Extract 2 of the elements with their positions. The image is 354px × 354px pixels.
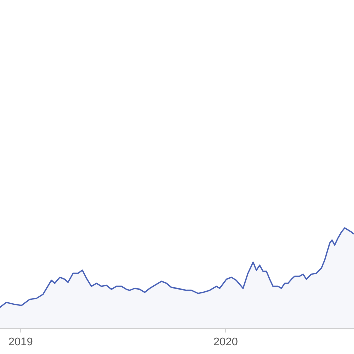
x-tick-label: 2019 xyxy=(8,336,34,348)
x-tick-label: 2020 xyxy=(214,336,238,348)
